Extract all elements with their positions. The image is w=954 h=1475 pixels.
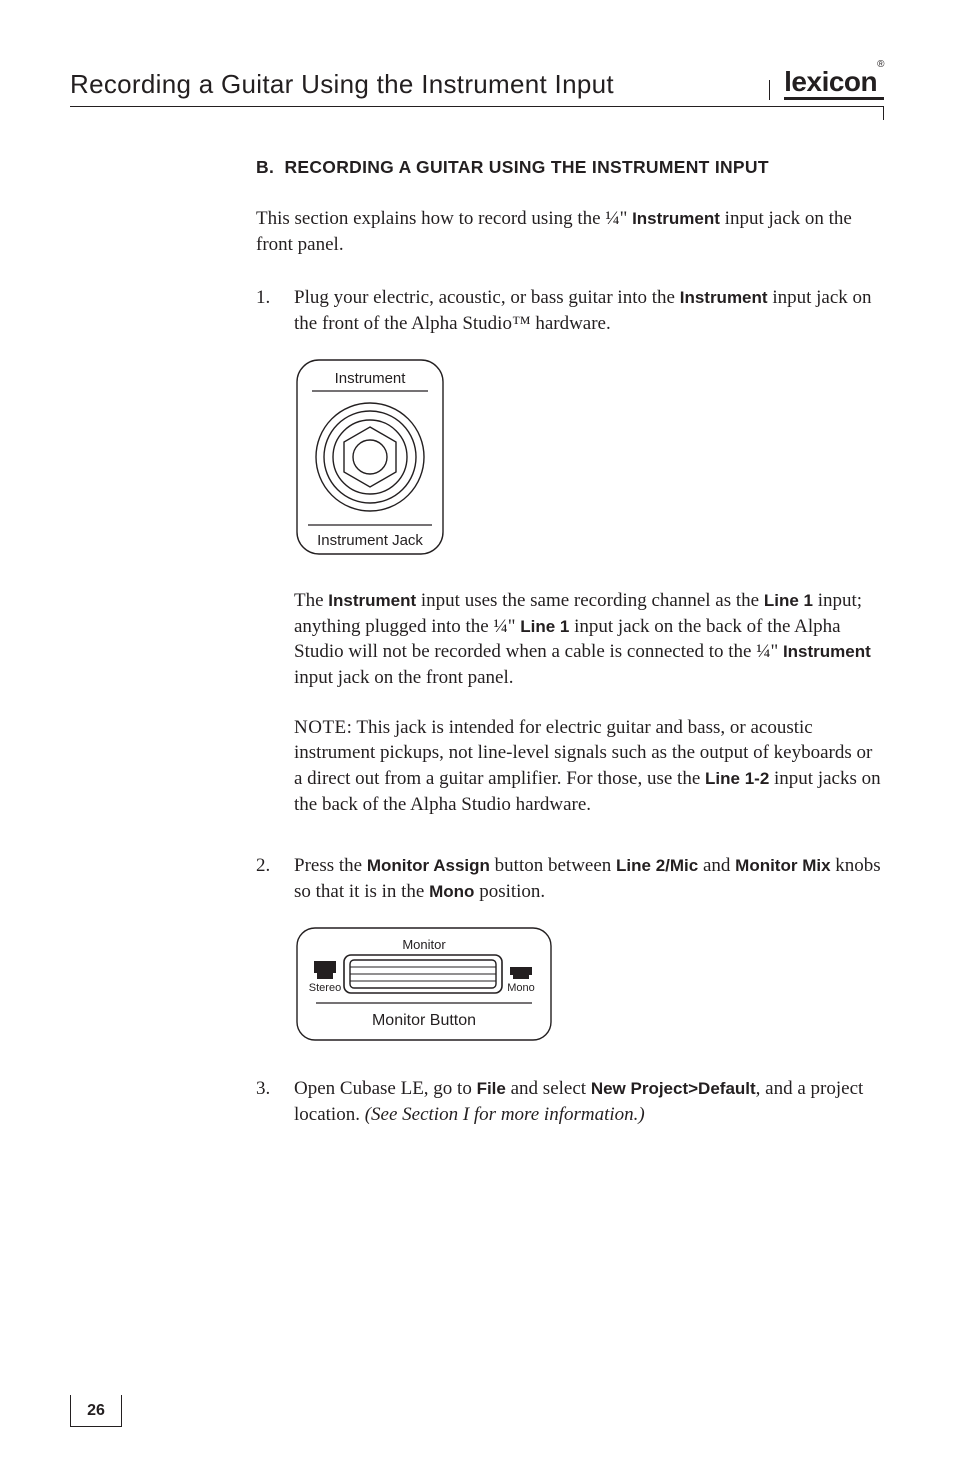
intro-paragraph: This section explains how to record usin… bbox=[256, 206, 884, 257]
step-2: Press the Monitor Assign button between … bbox=[256, 853, 884, 1050]
diagram2-right-label: Mono bbox=[507, 982, 535, 994]
header-title: Recording a Guitar Using the Instrument … bbox=[70, 69, 769, 100]
s2-b4: Mono bbox=[429, 882, 474, 901]
diagram1-bottom-label: Instrument Jack bbox=[317, 532, 423, 549]
s1n1-b3: Line 1 bbox=[520, 617, 569, 636]
s2-t1: Press the bbox=[294, 855, 367, 876]
step1-note2: NOTE: This jack is intended for electric… bbox=[294, 715, 884, 818]
s1n1-t2: input uses the same recording channel as… bbox=[416, 590, 764, 611]
monitor-button-svg: Monitor Stereo Mono bbox=[294, 925, 554, 1043]
intro-pre: This section explains how to record usin… bbox=[256, 208, 632, 229]
step-1: Plug your electric, acoustic, or bass gu… bbox=[256, 285, 884, 817]
section-title: B. RECORDING A GUITAR USING THE INSTRUME… bbox=[256, 157, 884, 178]
s1n1-t1: The bbox=[294, 590, 328, 611]
step-3: Open Cubase LE, go to File and select Ne… bbox=[256, 1076, 884, 1127]
step1-bold: Instrument bbox=[680, 288, 768, 307]
s1n2-lead: NOTE bbox=[294, 717, 347, 738]
s1n1-t5: input jack on the front panel. bbox=[294, 667, 514, 688]
diagram1-top-label: Instrument bbox=[335, 370, 407, 387]
s3-b2: New Project>Default bbox=[591, 1079, 756, 1098]
page-footer: 26 bbox=[70, 1395, 122, 1427]
s3-italic: (See Section I for more information.) bbox=[365, 1104, 645, 1125]
intro-bold: Instrument bbox=[632, 209, 720, 228]
s3-t1: Open Cubase LE, go to bbox=[294, 1078, 477, 1099]
s2-t3: and bbox=[698, 855, 735, 876]
logo-registered: ® bbox=[877, 59, 884, 70]
s1n1-b2: Line 1 bbox=[764, 591, 813, 610]
step1-note1: The Instrument input uses the same recor… bbox=[294, 588, 884, 691]
diagram2-left-label: Stereo bbox=[309, 982, 341, 994]
logo-text: lexicon bbox=[784, 66, 877, 97]
page-header: Recording a Guitar Using the Instrument … bbox=[0, 0, 954, 100]
diagram2-top-label: Monitor bbox=[402, 937, 446, 952]
section-title-text: RECORDING A GUITAR USING THE INSTRUMENT … bbox=[284, 157, 768, 177]
s3-t2: and select bbox=[506, 1078, 591, 1099]
s1n1-b1: Instrument bbox=[328, 591, 416, 610]
s2-b2: Line 2/Mic bbox=[616, 856, 698, 875]
header-tick bbox=[883, 106, 885, 120]
section-letter: B. bbox=[256, 157, 274, 177]
s2-t2: button between bbox=[490, 855, 616, 876]
steps-list: Plug your electric, acoustic, or bass gu… bbox=[256, 285, 884, 1127]
s1n2-b1: Line 1-2 bbox=[705, 769, 769, 788]
s3-b1: File bbox=[477, 1079, 506, 1098]
header-right: lexicon® bbox=[769, 68, 884, 100]
s1n1-b4: Instrument bbox=[783, 642, 871, 661]
main-content: B. RECORDING A GUITAR USING THE INSTRUME… bbox=[0, 107, 954, 1128]
lexicon-logo: lexicon® bbox=[784, 68, 884, 100]
monitor-button-diagram: Monitor Stereo Mono bbox=[294, 925, 884, 1051]
instrument-jack-svg: Instrument Instrument Jack bbox=[294, 357, 446, 557]
s2-b3: Monitor Mix bbox=[735, 856, 830, 875]
page-number: 26 bbox=[70, 1395, 122, 1427]
header-divider bbox=[769, 80, 771, 100]
diagram2-bottom-label: Monitor Button bbox=[372, 1012, 476, 1029]
s2-t5: position. bbox=[474, 881, 545, 902]
step1-pre: Plug your electric, acoustic, or bass gu… bbox=[294, 287, 680, 308]
instrument-jack-diagram: Instrument Instrument Jack bbox=[294, 357, 884, 565]
s2-b1: Monitor Assign bbox=[367, 856, 490, 875]
